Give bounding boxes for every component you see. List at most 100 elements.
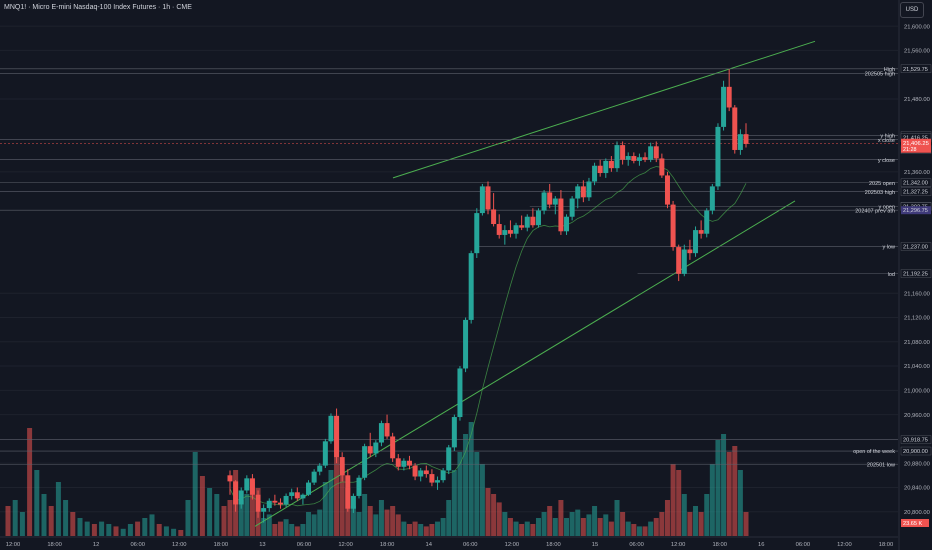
- level-label: 202503 high: [865, 190, 895, 196]
- volume-bar: [362, 494, 368, 536]
- price-label-text: 21,237.00: [903, 244, 928, 250]
- candle-body: [552, 198, 558, 205]
- candle-body: [704, 210, 710, 234]
- candle-body: [272, 500, 278, 503]
- volume-bar: [491, 494, 497, 536]
- volume-bar: [214, 494, 220, 536]
- candle-body: [401, 460, 407, 467]
- price-tick-label: 21,560.00: [904, 49, 930, 55]
- volume-bar: [558, 500, 564, 536]
- current-price-value: 21,406.25: [903, 141, 929, 147]
- volume-bar: [681, 494, 687, 536]
- candle-body: [687, 249, 693, 254]
- time-axis: 12:00 18:00 12 06:00 12:00 18:00 13 06:00 12:00 1…: [6, 542, 894, 548]
- candle-body: [238, 490, 244, 505]
- chart-title: MNQ1! · Micro E-mini Nasdaq-100 Index Fu…: [4, 4, 192, 11]
- candle-body: [373, 442, 379, 454]
- volume-bar: [535, 518, 541, 536]
- candle-body: [732, 107, 738, 150]
- price-label-text: 21,342.00: [903, 181, 928, 187]
- price-tick-label: 20,880.00: [904, 461, 930, 467]
- volume-bar: [636, 526, 642, 536]
- time-tick-label: 12:00: [505, 542, 520, 548]
- time-tick-label: 14: [425, 542, 432, 548]
- candle-body: [693, 230, 699, 254]
- candle-body: [390, 436, 396, 459]
- price-label-box: [900, 242, 932, 251]
- volume-bar: [70, 512, 76, 536]
- volume-bar: [631, 524, 637, 536]
- candle-body: [608, 160, 614, 169]
- volume-bar: [457, 452, 463, 536]
- volume-bar: [106, 524, 112, 536]
- time-tick-label: 18:00: [214, 542, 229, 548]
- volume-bar: [721, 434, 727, 536]
- price-label-box: [900, 435, 932, 444]
- candle-body: [322, 441, 328, 466]
- volume-bar: [27, 428, 33, 536]
- volume-bar: [463, 434, 469, 536]
- current-price-tag: [901, 138, 931, 153]
- candle-body: [261, 508, 267, 512]
- candle-body: [378, 423, 384, 443]
- price-label-box: [900, 187, 932, 196]
- time-tick-label: 12:00: [837, 542, 852, 548]
- candle-body: [648, 146, 654, 160]
- volume-bar: [580, 518, 586, 536]
- volume-bar: [142, 518, 148, 536]
- volume-bar: [328, 470, 334, 536]
- volume-bar: [19, 512, 25, 536]
- price-tick-label: 21,040.00: [904, 364, 930, 370]
- volume-bar: [135, 521, 141, 536]
- candle-body: [468, 253, 474, 320]
- volume-bar: [339, 464, 345, 536]
- price-label-box: [900, 178, 932, 187]
- candle-body: [289, 492, 295, 496]
- level-label: 2025 open: [869, 181, 895, 187]
- candle-body: [412, 465, 418, 477]
- volume-bar: [564, 518, 570, 536]
- price-label-box: [900, 269, 932, 278]
- time-tick-label: 12:00: [172, 542, 187, 548]
- candle-body: [524, 216, 530, 228]
- time-tick-label: 18:00: [47, 542, 62, 548]
- time-tick-label: 12:00: [6, 542, 21, 548]
- candle-body: [743, 134, 749, 144]
- lower-trendline: [254, 200, 796, 527]
- price-label-box: [900, 64, 932, 73]
- volume-bar: [664, 500, 670, 536]
- candle-body: [726, 86, 732, 108]
- volume-bars: [5, 422, 749, 536]
- volume-bar: [547, 506, 553, 536]
- price-tick-label: 20,800.00: [904, 510, 930, 516]
- currency-button[interactable]: USD: [900, 2, 924, 18]
- volume-bar: [446, 500, 452, 536]
- level-label: High: [884, 67, 895, 73]
- price-label-text: 20,918.75: [903, 438, 928, 444]
- volume-bar: [541, 512, 547, 536]
- volume-bar: [266, 514, 272, 536]
- volume-bar: [687, 512, 693, 536]
- volume-bar: [311, 514, 317, 536]
- candle-body: [586, 181, 592, 198]
- candle-body: [580, 186, 586, 198]
- volume-bar: [120, 528, 126, 536]
- volume-bar: [249, 482, 255, 536]
- volume-bar: [653, 518, 659, 536]
- volume-bar: [192, 452, 198, 536]
- volume-bar: [693, 506, 699, 536]
- volume-bar: [199, 476, 205, 536]
- candle-body: [664, 175, 670, 205]
- price-label-text: 21,416.25: [903, 136, 928, 142]
- level-label: y high: [880, 134, 895, 140]
- volume-bar: [474, 452, 480, 536]
- price-tick-label: 21,000.00: [904, 389, 930, 395]
- volume-bar: [502, 512, 508, 536]
- volume-bar: [77, 518, 83, 536]
- moving-average-line: [229, 166, 747, 507]
- volume-tag-text: 23.65 K: [903, 521, 923, 527]
- volume-bar: [614, 500, 620, 536]
- time-tick-label: 18:00: [712, 542, 727, 548]
